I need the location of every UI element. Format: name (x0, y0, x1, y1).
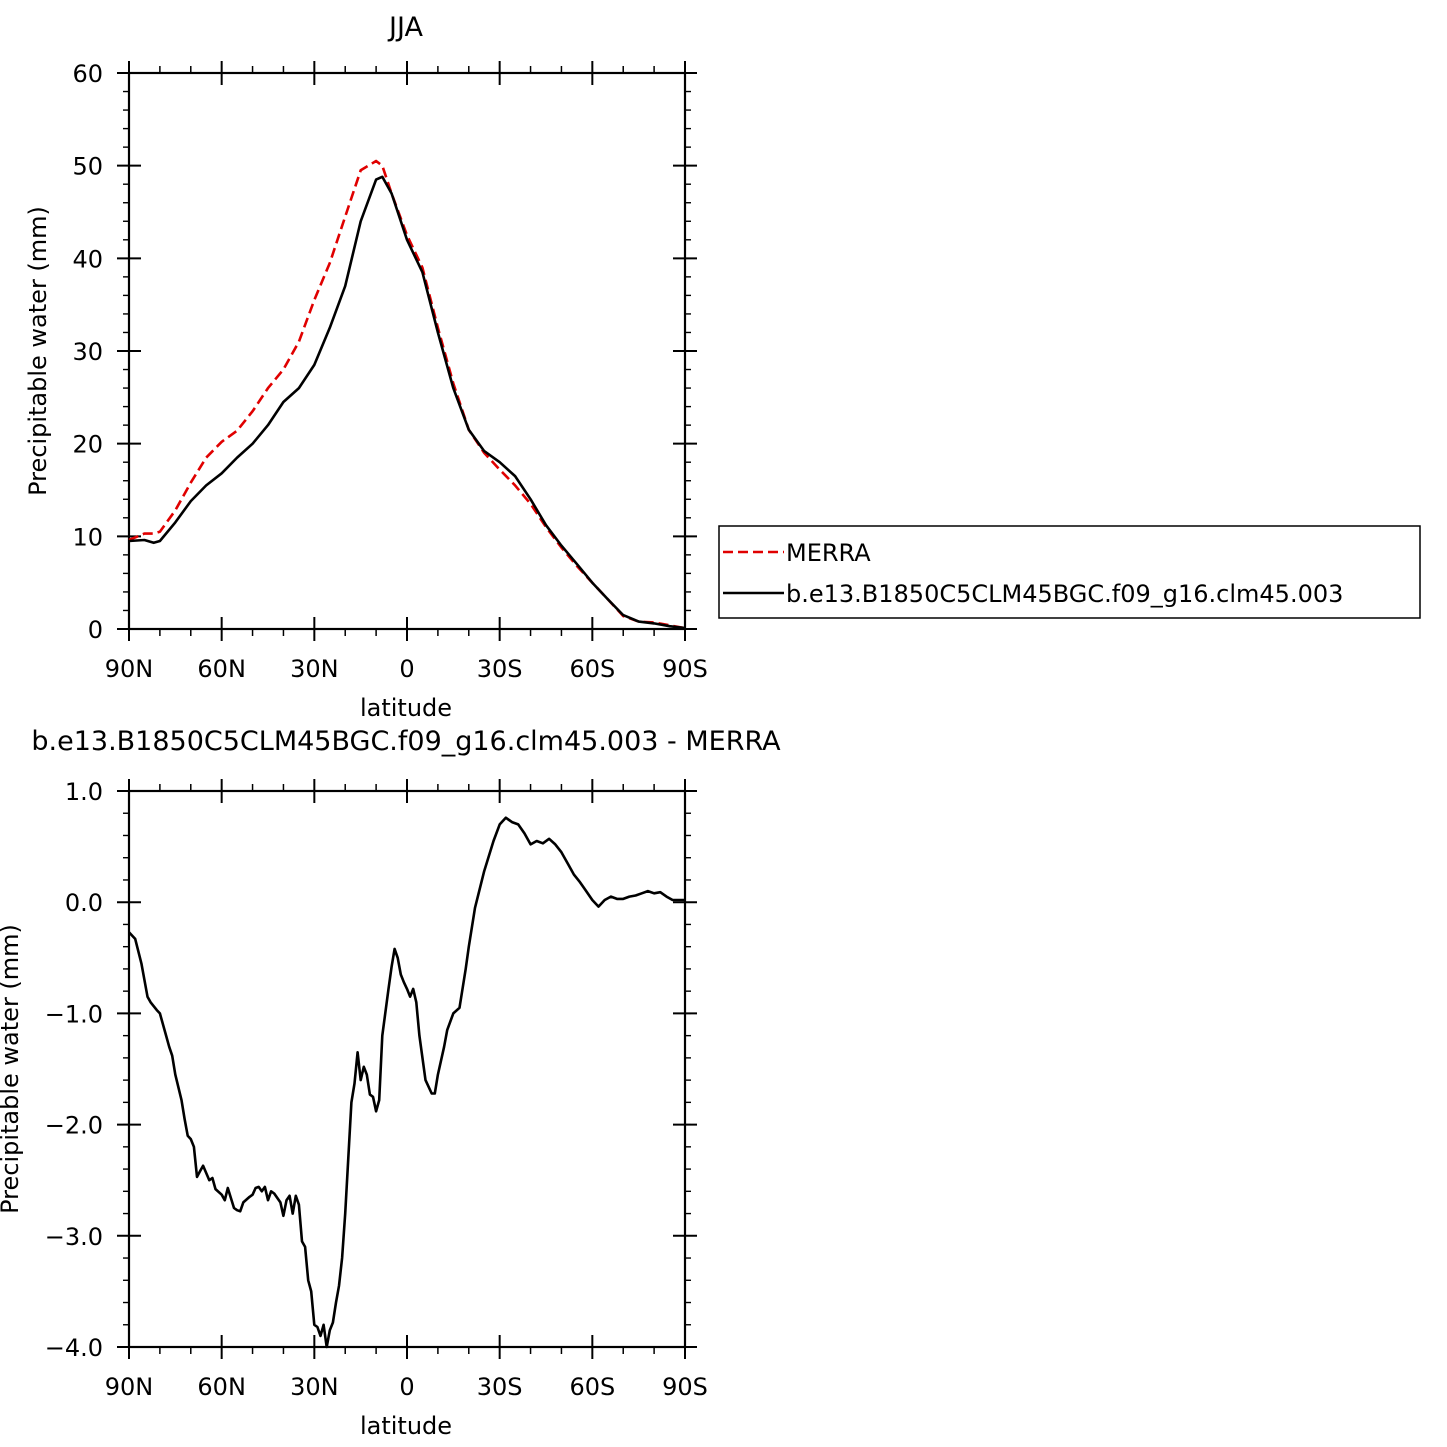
top-chart-title: JJA (387, 12, 423, 43)
bottom-axis-ticks: 90N 60N 30N 0 30S 60S 90S 1.0 0.0 −1.0 −2.0 −3.0 −4.… (45, 778, 708, 1401)
top-x-tick-label: 60S (569, 655, 615, 683)
legend-label-merra: MERRA (786, 539, 871, 567)
top-y-tick-label: 50 (72, 153, 103, 181)
top-series-lines (128, 159, 686, 630)
top-y-tick-label: 40 (72, 245, 103, 273)
bottom-y-tick-label: −3.0 (45, 1223, 103, 1251)
bottom-y-tick-label: 1.0 (65, 778, 103, 806)
bottom-y-tick-label: 0.0 (65, 889, 103, 917)
bottom-x-tick-label: 30N (290, 1373, 339, 1401)
bottom-x-tick-label: 90S (662, 1373, 708, 1401)
bottom-series-lines (128, 816, 685, 1349)
bottom-series-line-0 (128, 816, 685, 1349)
top-y-tick-label: 10 (72, 523, 103, 551)
bottom-plot-frame (127, 789, 687, 1349)
top-series-line-1 (128, 175, 686, 630)
top-y-axis-label: Precipitable water (mm) (24, 206, 52, 496)
top-x-tick-label: 90N (105, 655, 154, 683)
top-y-tick-label: 0 (88, 616, 103, 644)
bottom-chart-title: b.e13.B1850C5CLM45BGC.f09_g16.clm45.003 … (31, 726, 781, 757)
bottom-x-tick-label: 60S (569, 1373, 615, 1401)
bottom-x-tick-label: 30S (477, 1373, 523, 1401)
top-y-tick-label: 30 (72, 338, 103, 366)
legend-box (718, 525, 1421, 619)
bottom-x-tick-label: 60N (197, 1373, 246, 1401)
bottom-y-tick-label: −1.0 (45, 1000, 103, 1028)
legend-label-model: b.e13.B1850C5CLM45BGC.f09_g16.clm45.003 (786, 580, 1343, 608)
bottom-y-tick-label: −4.0 (45, 1334, 103, 1362)
top-x-tick-label: 60N (197, 655, 246, 683)
top-axis-ticks: 90N 60N 30N 0 30S 60S 90S 0 10 20 30 40 50 60 (72, 60, 707, 683)
top-x-axis-label: latitude (360, 694, 452, 722)
top-plot-frame (127, 71, 687, 631)
bottom-x-tick-label: 90N (105, 1373, 154, 1401)
bottom-y-axis-label: Precipitable water (mm) (0, 924, 24, 1214)
top-x-tick-label: 0 (399, 655, 414, 683)
top-series-line-0 (128, 159, 686, 630)
bottom-x-axis-label: latitude (360, 1412, 452, 1440)
top-x-tick-label: 30N (290, 655, 339, 683)
top-x-tick-label: 90S (662, 655, 708, 683)
top-y-tick-label: 20 (72, 431, 103, 459)
bottom-y-tick-label: −2.0 (45, 1112, 103, 1140)
top-y-tick-label: 60 (72, 60, 103, 88)
bottom-x-tick-label: 0 (399, 1373, 414, 1401)
top-x-tick-label: 30S (477, 655, 523, 683)
